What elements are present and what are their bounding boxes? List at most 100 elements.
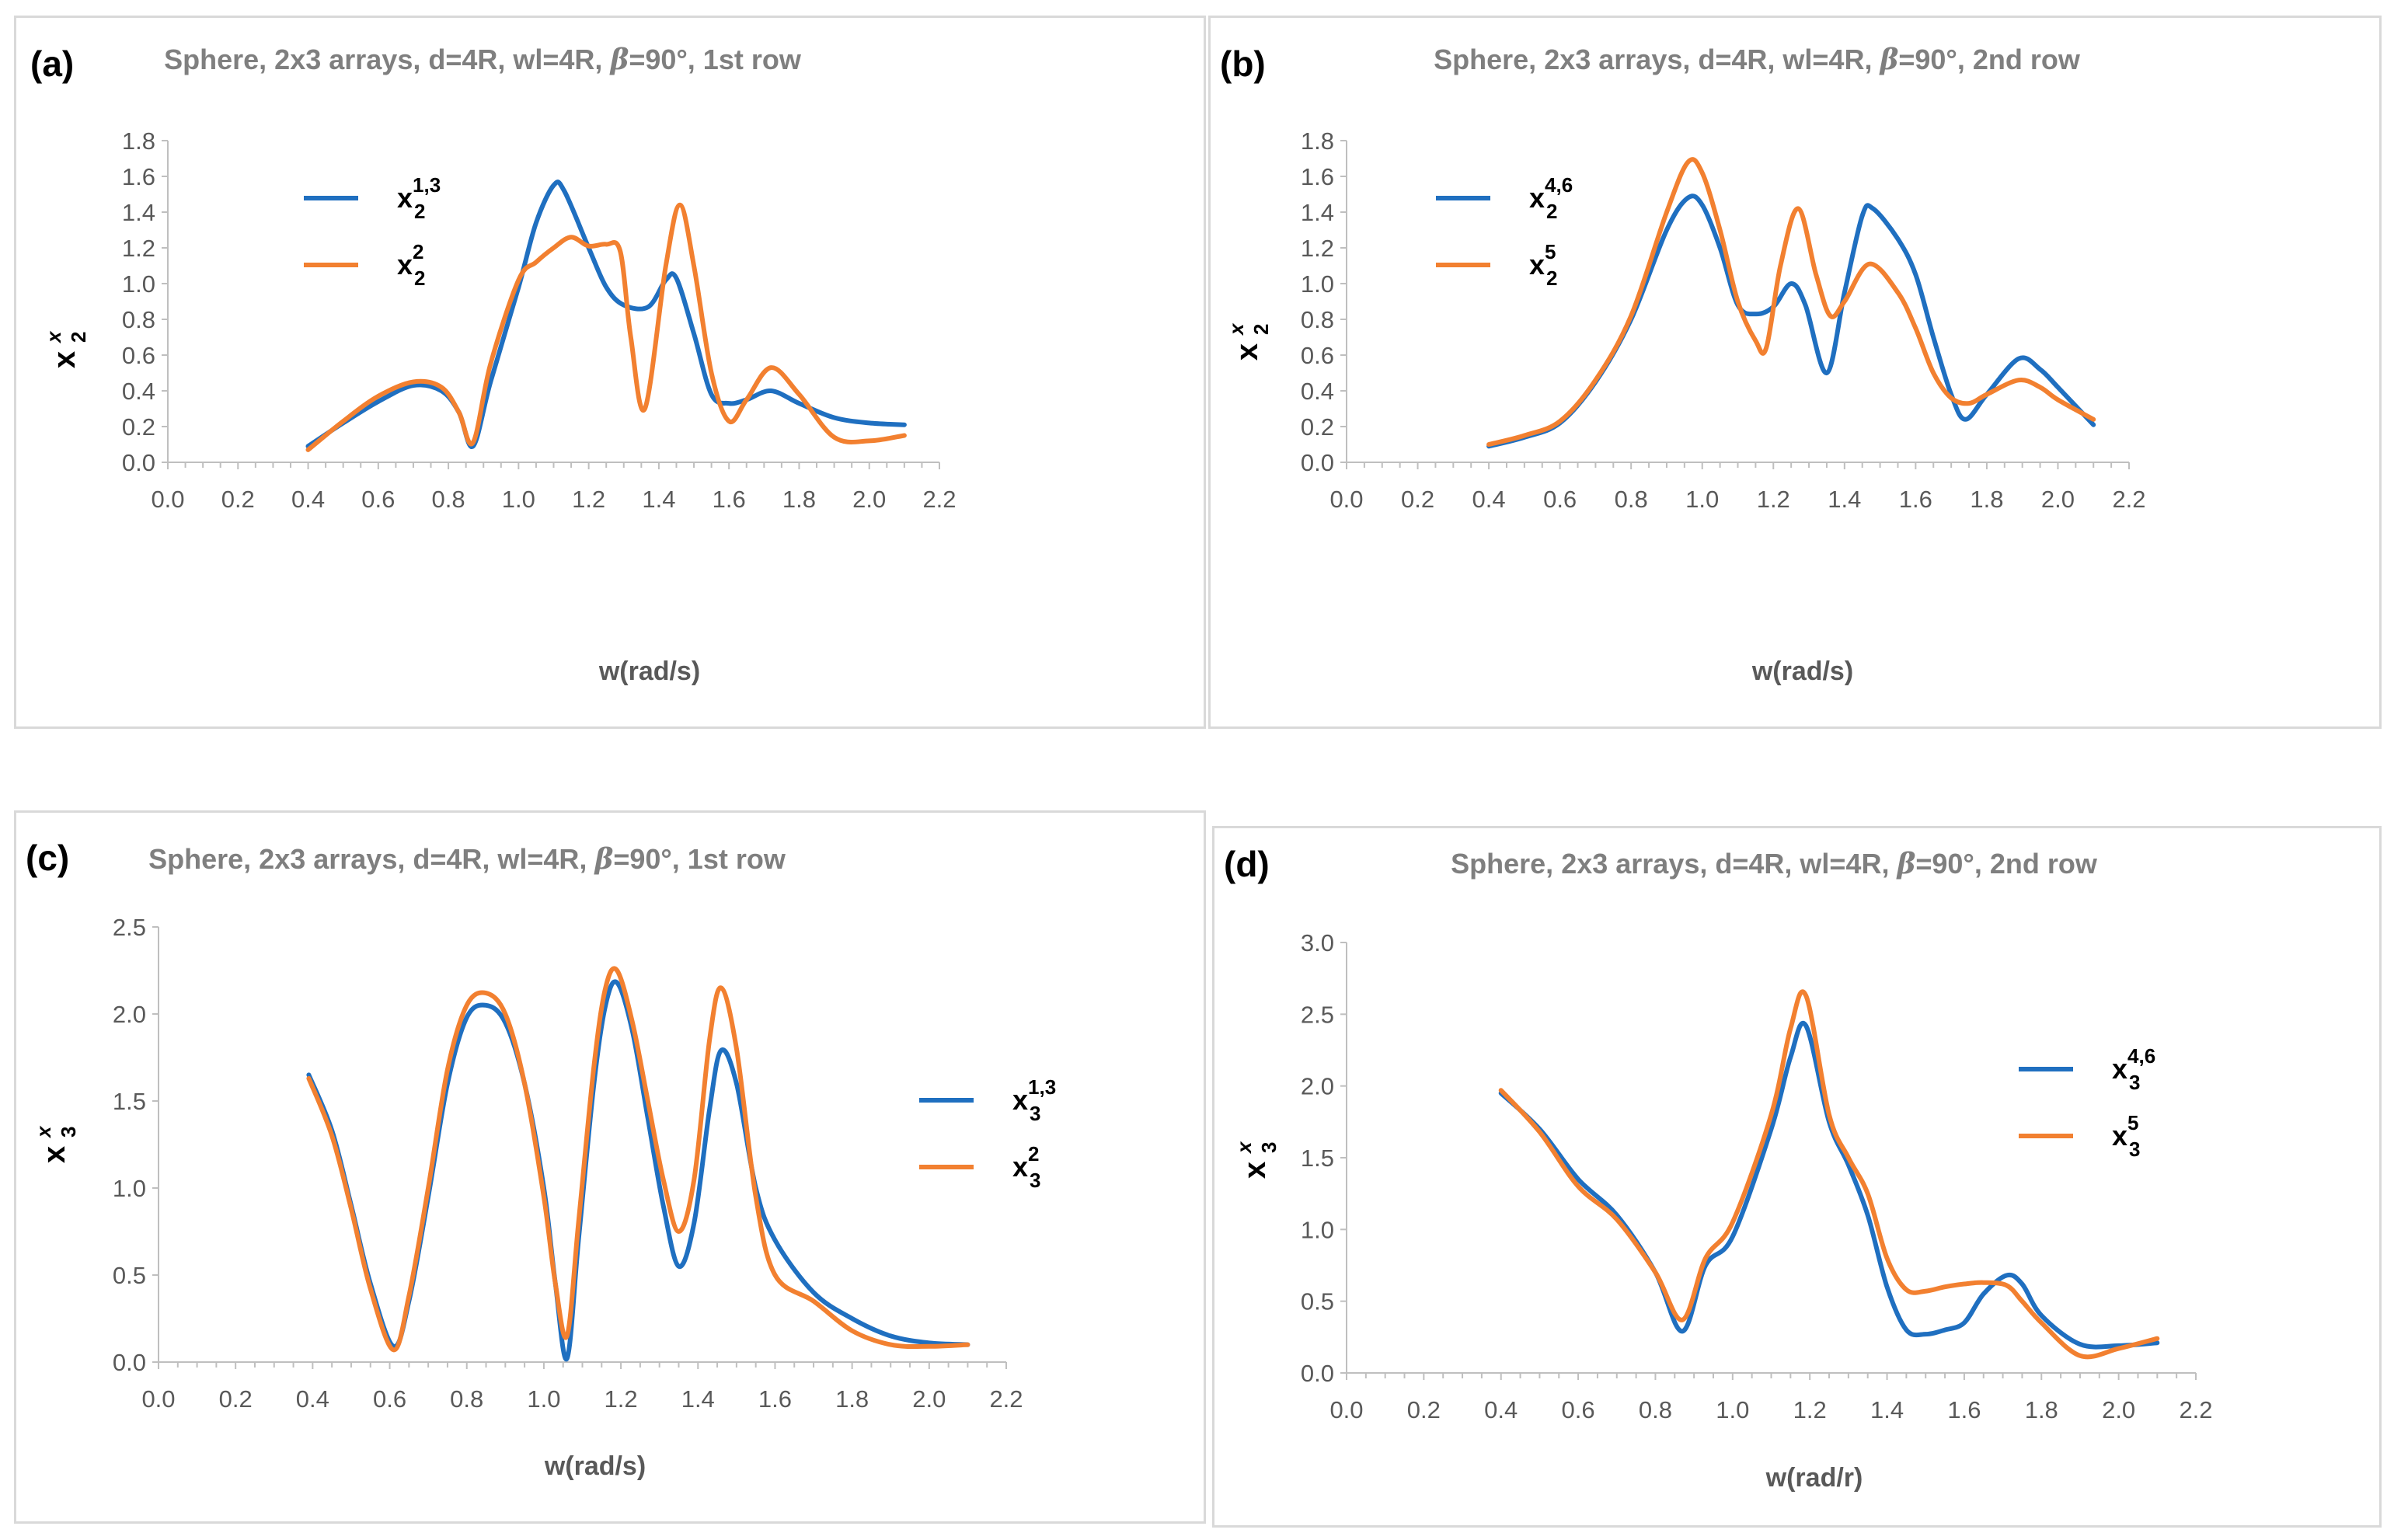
legend-sup: 2 [413, 240, 423, 263]
legend-sup: 5 [2127, 1111, 2138, 1134]
legend-base: x [397, 249, 413, 280]
y-tick-label: 1.0 [113, 1175, 146, 1202]
y-axis-label-sub: 3 [57, 1127, 80, 1138]
series-line-2 [1498, 989, 2160, 1360]
legend-label-1: x4,6 2 [1529, 173, 1573, 223]
legend-label-1: x4,6 3 [2112, 1044, 2155, 1094]
legend-sub: 2 [1546, 200, 1557, 223]
x-tick-label: 1.4 [1870, 1396, 1904, 1423]
legend-sub: 3 [2129, 1138, 2140, 1161]
chart-title: Sphere, 2x3 arrays, d=4R, wl=4R, β=90°, … [1451, 848, 2098, 880]
y-tick-label: 0.4 [122, 378, 155, 405]
y-tick-label: 0.6 [122, 342, 155, 369]
series-line-1 [1498, 1021, 2160, 1350]
x-tick-label: 0.4 [291, 486, 325, 513]
y-tick-label: 0.5 [1301, 1288, 1334, 1315]
legend-label-1: x1,3 3 [1012, 1075, 1056, 1125]
series-line-2 [305, 202, 907, 452]
y-tick-label: 0.8 [1301, 306, 1334, 333]
x-axis-label: w(rad/s) [544, 1451, 646, 1481]
x-tick-label: 1.2 [572, 486, 605, 513]
y-tick-label: 0.0 [113, 1349, 146, 1376]
y-tick-label: 1.4 [122, 199, 155, 226]
x-tick-label: 0.2 [219, 1385, 253, 1413]
y-axis-label-base: x [1230, 343, 1264, 361]
legend-sub: 3 [1030, 1102, 1040, 1125]
series-line-1 [305, 179, 907, 449]
chart-title: Sphere, 2x3 arrays, d=4R, wl=4R, β=90°, … [148, 843, 786, 876]
x-tick-label: 1.2 [1757, 486, 1790, 513]
x-tick-label: 2.2 [2112, 486, 2145, 513]
y-tick-label: 0.4 [1301, 378, 1334, 405]
x-tick-label: 0.4 [1484, 1396, 1518, 1423]
chart-panel-b: 0.0 0.2 0.4 0.6 0.8 1.0 1.2 1.4 1.6 1.8 0.0 0.2 0.4 0… [1208, 16, 2382, 729]
y-tick-label: 0.0 [1301, 449, 1334, 476]
y-tick-label: 1.6 [1301, 163, 1334, 190]
series-line-1 [1486, 193, 2096, 449]
y-tick-label: 2.0 [113, 1001, 146, 1028]
x-tick-label: 1.4 [1828, 486, 1861, 513]
title-beta: β [593, 843, 613, 876]
y-tick-label: 0.2 [122, 413, 155, 441]
legend-base: x [397, 182, 413, 214]
title-text: Sphere, 2x3 arrays, d=4R, wl=4R, [164, 44, 610, 75]
x-tick-label: 0.6 [1543, 486, 1577, 513]
y-axis-label-base: x [1238, 1162, 1272, 1179]
y-axis-label-base: x [47, 351, 82, 368]
x-tick-label: 0.2 [221, 486, 255, 513]
y-axis-label: xx 3 [32, 1125, 80, 1163]
x-tick-label: 0.4 [1472, 486, 1506, 513]
chart-panel-c: 0.0 0.5 1.0 1.5 2.0 2.5 0.0 0.2 0.4 0.6 0.8 1.0 1.2 1… [14, 810, 1206, 1524]
x-tick-label: 1.0 [502, 486, 535, 513]
x-tick-label: 1.8 [782, 486, 816, 513]
x-tick-label: 2.0 [2041, 486, 2075, 513]
legend-sub: 3 [1030, 1169, 1040, 1192]
title-text: =90°, 2nd row [1915, 848, 2097, 880]
legend-base: x [1529, 182, 1545, 214]
x-tick-label: 0.6 [1562, 1396, 1595, 1423]
legend-label-2: x5 3 [2112, 1111, 2140, 1161]
y-tick-label: 1.2 [1301, 235, 1334, 262]
panel-tag: (a) [30, 44, 74, 84]
title-beta: β [1895, 848, 1915, 880]
x-tick-label: 0.0 [141, 1385, 175, 1413]
y-tick-label: 1.0 [1301, 270, 1334, 298]
x-tick-label: 1.8 [1970, 486, 2003, 513]
y-tick-label: 1.5 [113, 1088, 146, 1115]
x-tick-label: 1.8 [835, 1385, 869, 1413]
x-tick-label: 0.2 [1407, 1396, 1441, 1423]
legend-sup: 2 [1028, 1142, 1039, 1165]
title-text: =90°, 1st row [629, 44, 802, 75]
y-axis-label-sup: x [32, 1125, 55, 1139]
x-tick-label: 0.0 [1329, 486, 1363, 513]
y-tick-label: 2.5 [1301, 1001, 1334, 1028]
x-tick-label: 2.0 [2102, 1396, 2135, 1423]
title-beta: β [1878, 44, 1898, 76]
legend-label-2: x5 2 [1529, 240, 1557, 290]
y-tick-label: 1.4 [1301, 199, 1334, 226]
legend-sup: 4,6 [1545, 173, 1573, 197]
chart-title: Sphere, 2x3 arrays, d=4R, wl=4R, β=90°, … [164, 44, 802, 76]
y-axis-label: xx 2 [1225, 322, 1273, 361]
x-tick-label: 1.6 [1899, 486, 1932, 513]
legend-sub: 2 [414, 267, 425, 290]
x-tick-label: 0.2 [1401, 486, 1434, 513]
legend-base: x [1012, 1084, 1028, 1116]
y-tick-label: 0.8 [122, 306, 155, 333]
legend-sup: 1,3 [413, 173, 441, 197]
x-tick-label: 0.0 [1329, 1396, 1363, 1423]
x-tick-label: 2.2 [922, 486, 956, 513]
x-tick-label: 1.6 [713, 486, 746, 513]
x-tick-label: 0.4 [296, 1385, 329, 1413]
x-axis-label: w(rad/r) [1765, 1463, 1863, 1493]
title-text: Sphere, 2x3 arrays, d=4R, wl=4R, [148, 843, 594, 875]
chart-d: 0.0 0.5 1.0 1.5 2.0 2.5 3.0 0.0 0.2 0.4 0.6 0.8 1.0 1… [1224, 844, 2213, 1493]
legend-label-1: x1,3 2 [397, 173, 441, 223]
x-tick-label: 1.6 [758, 1385, 792, 1413]
y-axis-label: xx 3 [1232, 1141, 1281, 1179]
x-tick-label: 1.2 [605, 1385, 638, 1413]
title-text: =90°, 1st row [613, 843, 786, 875]
x-tick-label: 0.8 [1639, 1396, 1672, 1423]
y-axis-label-sup: x [1232, 1141, 1256, 1155]
legend-sub: 2 [1546, 267, 1557, 290]
